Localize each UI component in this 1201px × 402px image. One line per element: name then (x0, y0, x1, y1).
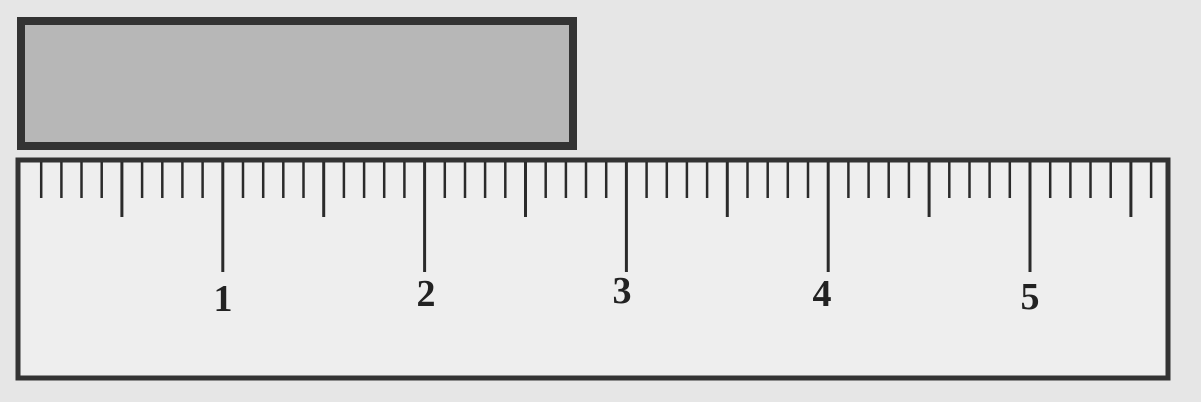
ruler-label-1: 1 (214, 278, 233, 320)
ruler-ticks (39, 162, 1153, 272)
ruler-body (15, 157, 1171, 381)
ruler-label-4: 4 (813, 273, 832, 315)
measured-bar (17, 17, 577, 150)
ruler-label-2: 2 (417, 273, 436, 315)
ruler-labels: 1 2 3 4 5 (214, 270, 1040, 320)
ruler-label-3: 3 (613, 270, 632, 312)
ruler-label-5: 5 (1021, 276, 1040, 318)
